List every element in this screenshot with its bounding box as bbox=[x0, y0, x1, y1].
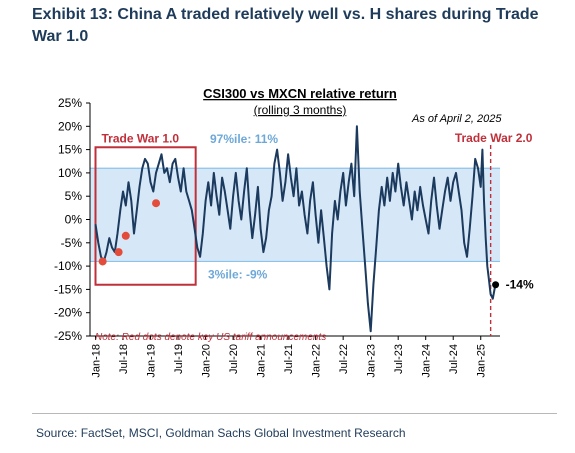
y-tick-label: 0% bbox=[65, 213, 83, 227]
y-tick-label: 15% bbox=[58, 143, 82, 157]
y-tick-label: -10% bbox=[54, 259, 82, 273]
chart-subtitle: (rolling 3 months) bbox=[254, 103, 347, 117]
series-layer bbox=[94, 125, 497, 333]
markers: -14% bbox=[98, 199, 534, 292]
trade-war-1-box-group: Trade War 1.0 Trade War 2.0 bbox=[94, 131, 533, 336]
x-tick-label: Jan-24 bbox=[421, 344, 433, 378]
x-tick-label: Jul-18 bbox=[118, 344, 130, 374]
chart-labels: 97%ile: 11% 3%ile: -9% CSI300 vs MXCN rela… bbox=[95, 86, 502, 343]
y-tick-label: -20% bbox=[54, 306, 82, 320]
x-tick-label: Jan-22 bbox=[311, 344, 323, 378]
y-tick-label: -25% bbox=[54, 329, 82, 343]
x-tick-label: Jul-19 bbox=[173, 344, 185, 374]
source-note: Source: FactSet, MSCI, Goldman Sachs Glo… bbox=[36, 426, 406, 440]
tariff-announcement-dot bbox=[114, 248, 123, 257]
y-tick-label: -5% bbox=[61, 236, 83, 250]
end-point-label: -14% bbox=[506, 278, 534, 292]
y-tick-label: 5% bbox=[65, 189, 83, 203]
x-tick-label: Jul-24 bbox=[448, 344, 460, 374]
x-tick-label: Jul-22 bbox=[338, 344, 350, 374]
exhibit-title: Exhibit 13: China A traded relatively we… bbox=[32, 6, 539, 45]
x-tick-label: Jan-20 bbox=[201, 344, 213, 378]
footer-divider bbox=[32, 413, 557, 414]
as-of-date: As of April 2, 2025 bbox=[411, 113, 502, 125]
x-tick-label: Jan-18 bbox=[91, 344, 103, 378]
series-line bbox=[94, 125, 497, 333]
chart: -25% -20% -15% -10% -5% 0% 5% 10% 15% 20% 25% Jan-1… bbox=[54, 86, 534, 378]
y-tick-label: 10% bbox=[58, 166, 82, 180]
note-text: Note: Red dots denote key US tariff anno… bbox=[95, 332, 326, 343]
y-tick-label: 25% bbox=[58, 96, 82, 110]
axes: -25% -20% -15% -10% -5% 0% 5% 10% 15% 20% 25% Jan-1… bbox=[54, 96, 500, 378]
x-tick-label: Jul-23 bbox=[393, 344, 405, 374]
chart-title: CSI300 vs MXCN relative return bbox=[203, 86, 397, 101]
x-tick-label: Jan-21 bbox=[256, 344, 268, 378]
x-tick-label: Jan-19 bbox=[146, 344, 158, 378]
x-tick-label: Jul-21 bbox=[283, 344, 295, 374]
end-point-marker bbox=[492, 281, 500, 289]
trade-war-1-box bbox=[94, 146, 197, 286]
x-tick-label: Jul-20 bbox=[228, 344, 240, 374]
tariff-announcement-dot bbox=[98, 257, 107, 266]
tariff-announcement-dot bbox=[152, 199, 161, 208]
percentile-3-label: 3%ile: -9% bbox=[208, 267, 268, 281]
x-tick-label: Jan-25 bbox=[476, 344, 488, 378]
percentile-97-label: 97%ile: 11% bbox=[210, 132, 278, 146]
y-tick-label: -15% bbox=[54, 282, 82, 296]
tariff-announcement-dot bbox=[121, 231, 130, 240]
trade-war-2-label: Trade War 2.0 bbox=[455, 131, 533, 145]
x-tick-label: Jan-23 bbox=[366, 344, 378, 378]
trade-war-1-label: Trade War 1.0 bbox=[102, 131, 180, 145]
y-tick-label: 20% bbox=[58, 119, 82, 133]
